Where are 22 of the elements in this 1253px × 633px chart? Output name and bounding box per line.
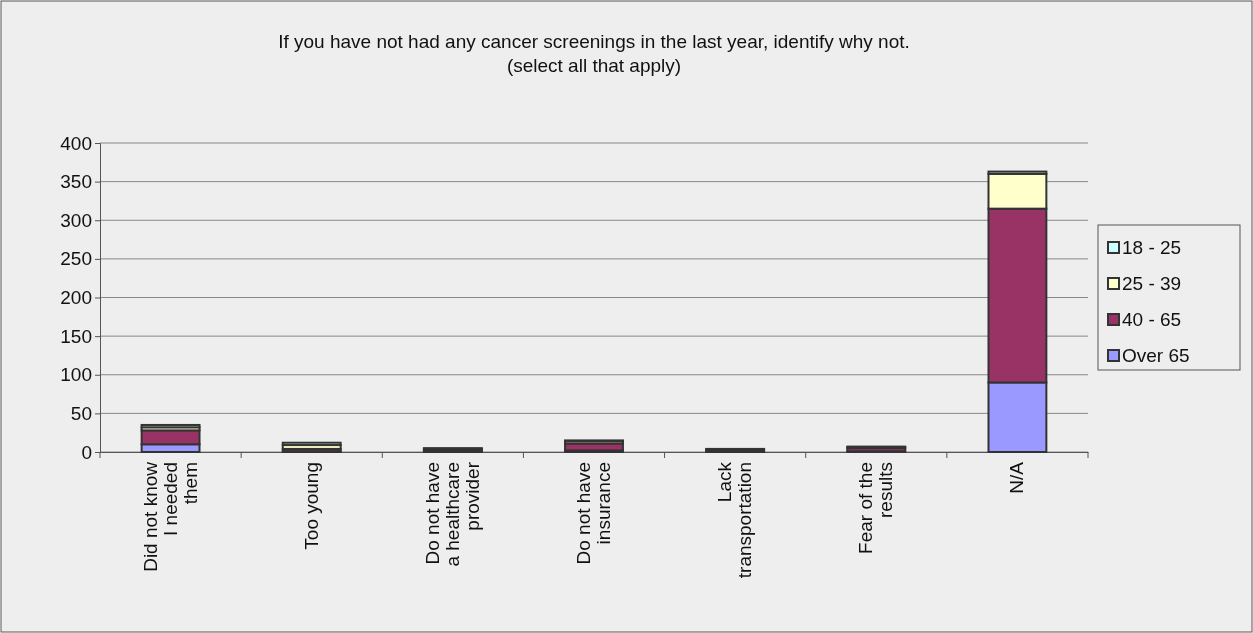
y-tick-label: 300 <box>60 209 92 231</box>
legend-label: 40 - 65 <box>1122 309 1182 330</box>
x-tick-label: Do not have a healthcare provider <box>421 461 483 567</box>
x-tick-label: Too young <box>300 462 322 550</box>
y-tick-label: 150 <box>60 325 92 347</box>
x-tick-label: Fear of the results <box>855 462 897 554</box>
chart-subtitle: (select all that apply) <box>506 55 682 76</box>
legend-label: Over 65 <box>1122 345 1190 366</box>
legend-label: 18 - 25 <box>1122 237 1182 258</box>
x-tick-label: N/A <box>1006 461 1028 494</box>
y-tick-label: 50 <box>70 402 92 424</box>
x-tick-label: Do not have insurance <box>573 462 614 565</box>
x-tick-label: Did not know I needed them <box>139 461 201 572</box>
x-tick-label: Lack transportation <box>714 461 756 579</box>
y-tick-label: 400 <box>60 132 92 154</box>
y-tick-label: 100 <box>60 364 92 386</box>
legend-label: 25 - 39 <box>1122 273 1182 294</box>
y-tick-label: 350 <box>60 171 92 193</box>
y-tick-label: 250 <box>60 248 92 270</box>
chart-title: If you have not had any cancer screenings in the last year, identify why not. <box>278 31 910 52</box>
y-tick-label: 0 <box>81 441 92 463</box>
y-tick-label: 200 <box>60 287 92 309</box>
